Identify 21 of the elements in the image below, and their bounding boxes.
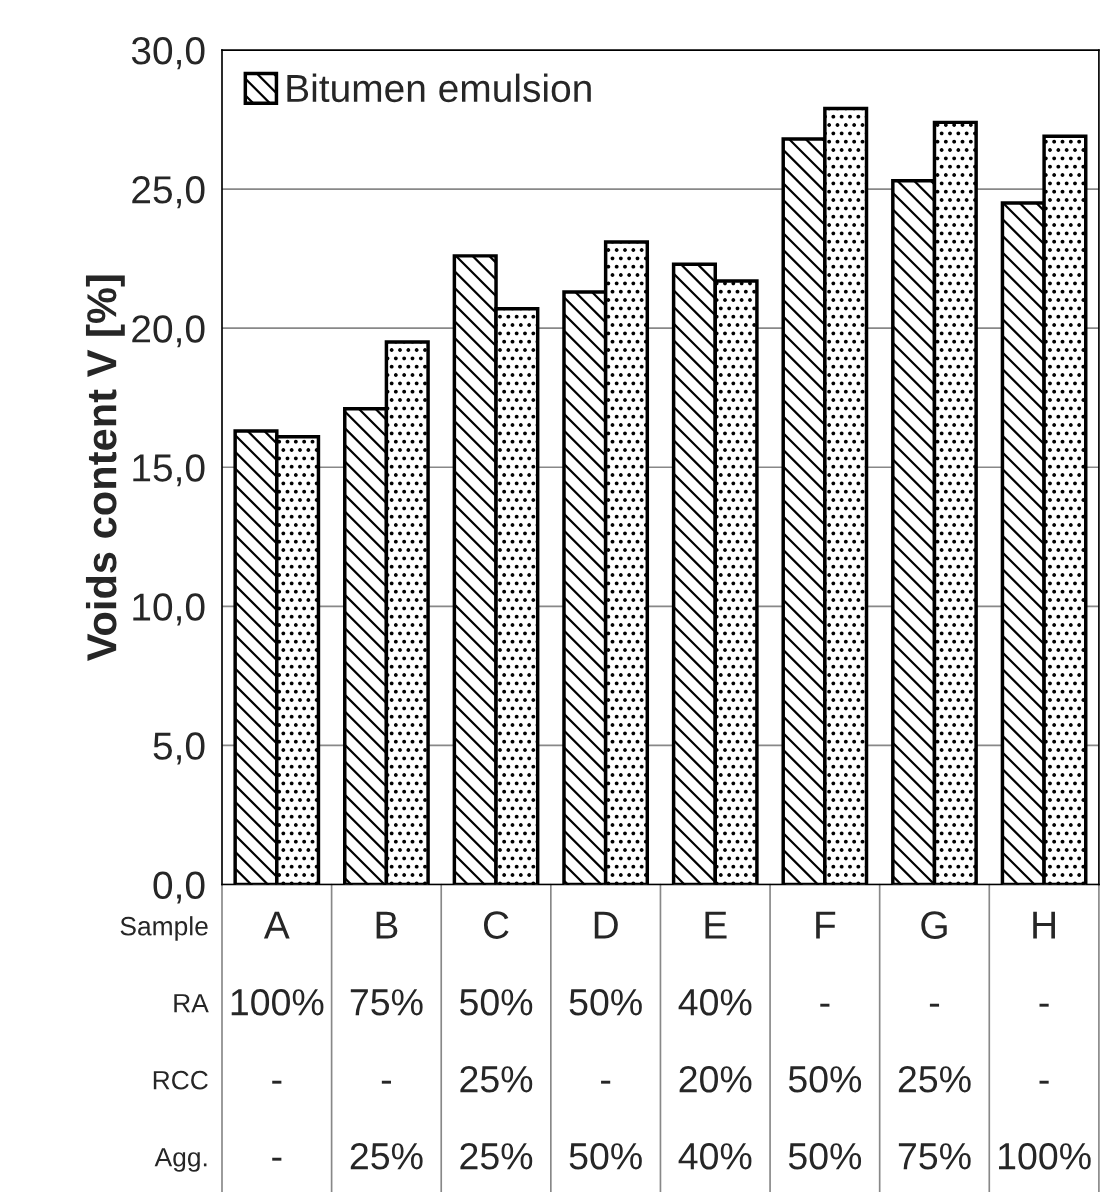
category-label: C 50% 25% 25% <box>460 911 533 1170</box>
text: Agg. <box>154 1148 207 1172</box>
y-tick-label: 10,0 <box>133 593 205 626</box>
text: Sample <box>120 916 208 941</box>
category-label: E 40% 20% 40% <box>678 911 752 1170</box>
y-axis-title: Voids content V [%] <box>85 275 125 662</box>
text: RCC <box>153 1070 208 1090</box>
text: RA <box>174 994 209 1013</box>
y-tick-label: 30,0 <box>131 37 205 70</box>
category-label: B 75% - 25% <box>350 911 423 1170</box>
category-label: F - 50% 50% <box>788 911 862 1170</box>
y-tick-label: 0,0 <box>153 871 205 904</box>
y-tick-label: 20,0 <box>132 315 205 348</box>
category-label: D 50% - 50% <box>569 911 642 1170</box>
category-label: H - - 100% <box>999 911 1091 1170</box>
y-tick-label: 15,0 <box>133 454 205 487</box>
legend-label: Bitumen emulsion <box>287 73 591 103</box>
category-label: A 100% - - <box>231 911 324 1161</box>
y-tick-label: 5,0 <box>153 732 205 765</box>
category-label: G - 25% 75% <box>898 911 971 1170</box>
y-tick-label: 25,0 <box>132 176 205 209</box>
